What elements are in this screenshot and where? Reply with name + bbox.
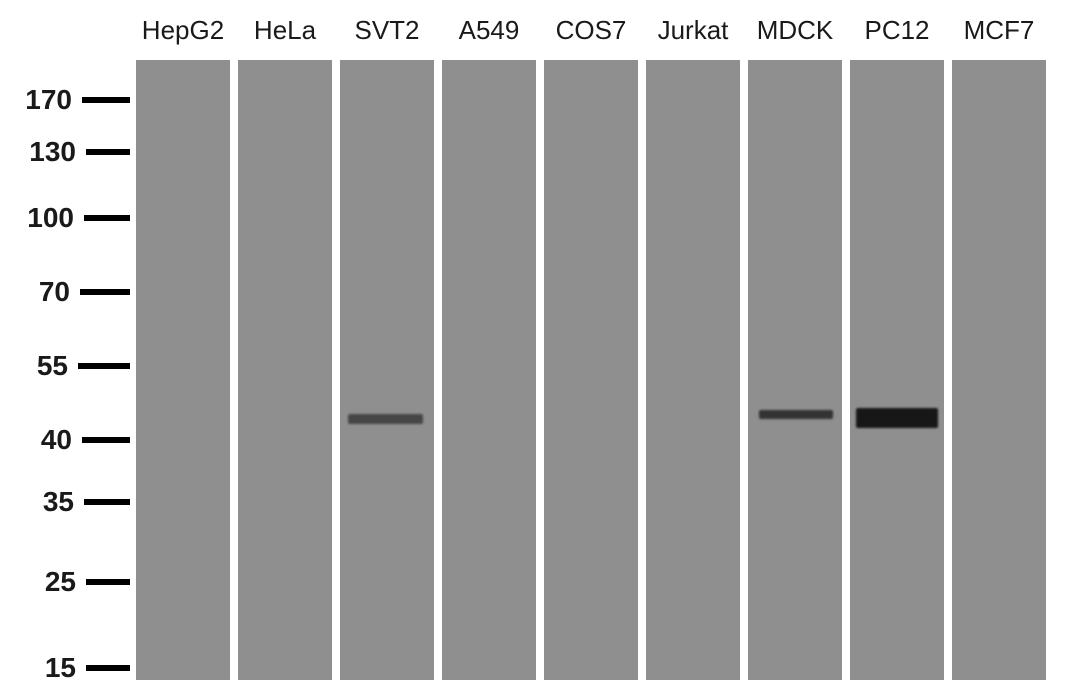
- lane-label: HepG2: [142, 15, 224, 46]
- gel-lane: [748, 60, 842, 680]
- gel-lane: [850, 60, 944, 680]
- lane-label: A549: [459, 15, 520, 46]
- gel-lane: [238, 60, 332, 680]
- gel-lanes: [0, 60, 1080, 680]
- lane-label: COS7: [556, 15, 627, 46]
- western-blot-figure: HepG2HeLaSVT2A549COS7JurkatMDCKPC12MCF7 …: [0, 0, 1080, 694]
- lane-labels-row: HepG2 HeLa SVT2 A549 COS7 Jurkat MDCK PC12 MCF7: [0, 15, 1080, 55]
- lane-label: HeLa: [254, 15, 316, 46]
- gel-lane: [136, 60, 230, 680]
- lane-label: PC12: [864, 15, 929, 46]
- lane-label: MDCK: [757, 15, 834, 46]
- protein-band: [856, 408, 939, 428]
- gel-lane: [340, 60, 434, 680]
- gel-lane: [646, 60, 740, 680]
- gel-lane: [952, 60, 1046, 680]
- protein-band: [348, 414, 423, 424]
- gel-lane: [442, 60, 536, 680]
- lane-label: Jurkat: [658, 15, 729, 46]
- gel-lane: [544, 60, 638, 680]
- lane-label: SVT2: [354, 15, 419, 46]
- lane-label: MCF7: [964, 15, 1035, 46]
- protein-band: [759, 410, 832, 419]
